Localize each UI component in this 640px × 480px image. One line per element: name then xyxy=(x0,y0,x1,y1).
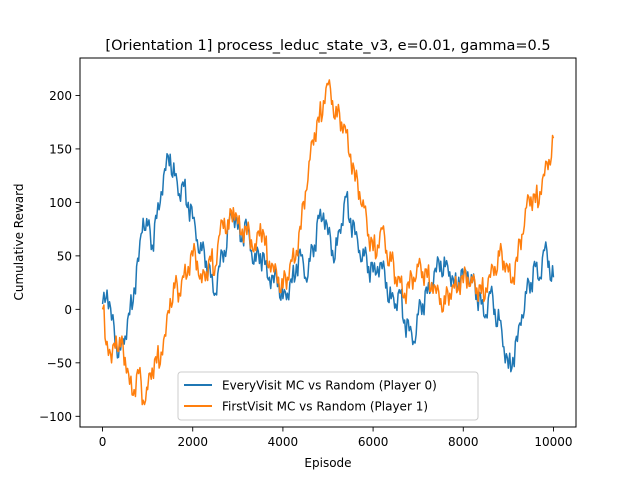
x-tick-label-3: 6000 xyxy=(358,435,389,449)
x-tick-label-2: 4000 xyxy=(268,435,299,449)
y-tick-label-1: −50 xyxy=(47,356,72,370)
y-tick-label-4: 100 xyxy=(49,196,72,210)
y-tick-label-0: −100 xyxy=(39,410,72,424)
y-axis-ticks: −100 −50 0 50 100 150 200 xyxy=(39,89,80,424)
y-tick-label-2: 0 xyxy=(64,303,72,317)
series-line-0 xyxy=(101,152,555,373)
legend-label-series-1: FirstVisit MC vs Random (Player 1) xyxy=(222,400,428,414)
y-tick-label-5: 150 xyxy=(49,142,72,156)
x-axis-ticks: 0 2000 4000 6000 8000 10000 xyxy=(99,427,573,449)
y-axis-label: Cumulative Reward xyxy=(12,184,26,301)
x-tick-label-0: 0 xyxy=(99,435,107,449)
x-tick-label-5: 10000 xyxy=(534,435,572,449)
legend-box xyxy=(177,371,479,421)
x-tick-label-1: 2000 xyxy=(177,435,208,449)
series-layer xyxy=(101,79,555,406)
chart-title: [Orientation 1] process_leduc_state_v3, … xyxy=(105,38,550,54)
y-tick-label-6: 200 xyxy=(49,89,72,103)
legend-label-series-0: EveryVisit MC vs Random (Player 0) xyxy=(222,379,437,393)
series-line-1 xyxy=(101,79,555,406)
y-tick-label-3: 50 xyxy=(57,249,72,263)
x-axis-label: Episode xyxy=(304,456,351,470)
plot-frame xyxy=(79,57,577,428)
legend: EveryVisit MC vs Random (Player 0) First… xyxy=(177,371,479,421)
x-tick-label-4: 8000 xyxy=(448,435,479,449)
